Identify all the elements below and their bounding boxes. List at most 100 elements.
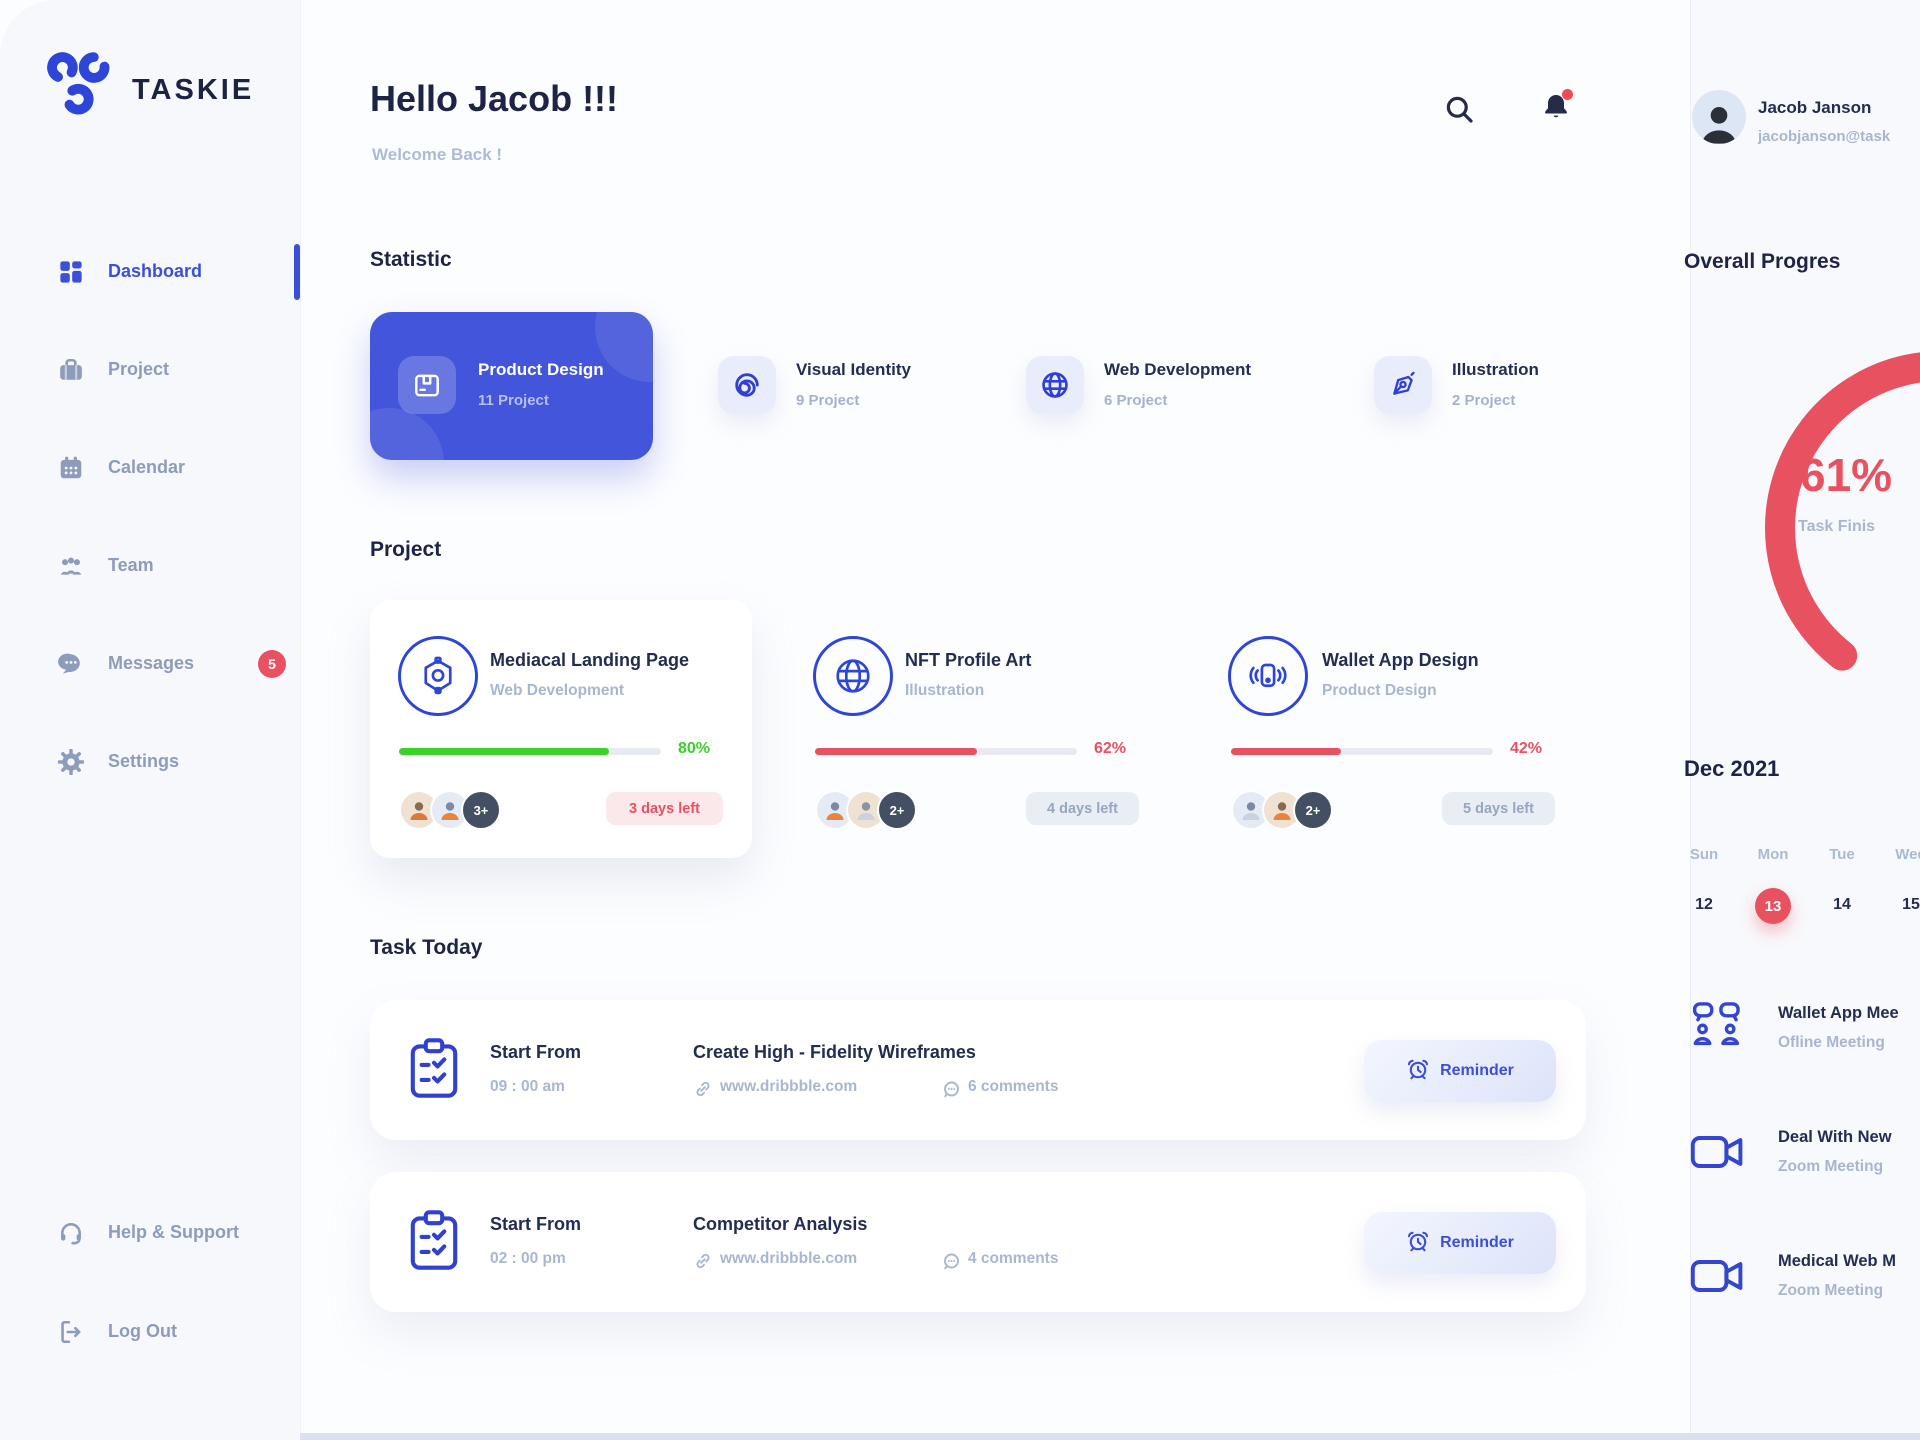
progress-label: 62% [1094, 740, 1127, 757]
sidebar-item-label: Help & Support [108, 1222, 239, 1242]
task-title: Create High - Fidelity Wireframes [693, 1042, 976, 1062]
calendar-day-header: Sun [1689, 846, 1719, 863]
sidebar-item-label: Calendar [108, 457, 186, 477]
right-panel [1690, 0, 1920, 1440]
progress-fill [1231, 748, 1342, 755]
sidebar-item-messages[interactable]: Messages 5 [0, 640, 300, 688]
progress-bar [399, 748, 661, 755]
stat-card-count: 11 Project [478, 392, 549, 409]
alarm-clock-icon [1406, 1229, 1430, 1258]
task-today-title: Task Today [370, 936, 483, 959]
task-title: Competitor Analysis [693, 1214, 868, 1234]
stat-card-count: 9 Project [796, 392, 860, 409]
sidebar-item-dashboard[interactable]: Dashboard [0, 244, 300, 300]
taskie-logo-icon [46, 50, 116, 120]
sidebar-item-logout[interactable]: Log Out [0, 1308, 300, 1356]
phone-vibrate-icon [1228, 636, 1308, 716]
reminder-label: Reminder [1440, 1062, 1514, 1079]
pen-nib-icon[interactable] [1374, 356, 1432, 414]
task-link[interactable]: www.dribbble.com [720, 1250, 858, 1267]
globe-icon [813, 636, 893, 716]
avatar [815, 790, 855, 830]
meeting-title[interactable]: Wallet App Mee [1778, 1004, 1899, 1022]
project-title: Mediacal Landing Page [490, 650, 690, 670]
hexagon-network-icon [398, 636, 478, 716]
meeting-type: Zoom Meeting [1778, 1282, 1884, 1299]
project-title: NFT Profile Art [905, 650, 1032, 670]
progress-label: 80% [678, 740, 711, 757]
team-icon [58, 553, 84, 579]
page-subtitle: Welcome Back ! [372, 145, 503, 164]
sidebar-item-calendar[interactable]: Calendar [0, 444, 300, 492]
member-avatars: 2+ [1231, 790, 1333, 830]
notification-dot [1562, 89, 1573, 100]
avatar-more-count: 3+ [461, 790, 501, 830]
meeting-title[interactable]: Deal With New [1778, 1128, 1892, 1146]
overall-progress-title: Overall Progres [1684, 250, 1841, 273]
sidebar: TASKIE Dashboard Project [0, 0, 301, 1440]
avatar-more-count: 2+ [877, 790, 917, 830]
project-category: Web Development [490, 682, 625, 699]
overall-progress-ring [1742, 328, 1920, 733]
meeting-title[interactable]: Medical Web M [1778, 1252, 1896, 1270]
calendar-date[interactable]: 15 [1902, 896, 1920, 913]
comment-icon [942, 1080, 961, 1104]
avatar-more-count: 2+ [1293, 790, 1333, 830]
progress-label: 42% [1510, 740, 1543, 757]
calendar-date[interactable]: 12 [1695, 896, 1713, 913]
meeting-type: Ofline Meeting [1778, 1034, 1885, 1051]
overall-progress-caption: Task Finis [1798, 518, 1876, 535]
reminder-button[interactable]: Reminder [1364, 1040, 1556, 1102]
profile-avatar[interactable] [1692, 90, 1746, 144]
notification-bell-icon[interactable] [1540, 89, 1573, 128]
task-time: 09 : 00 am [490, 1078, 565, 1095]
messages-badge: 5 [258, 650, 286, 678]
stat-card-label: Illustration [1452, 360, 1539, 379]
progress-fill [399, 748, 609, 755]
overall-progress-percent: 61% [1800, 449, 1893, 501]
people-meeting-icon [1690, 1000, 1744, 1055]
meeting-type: Zoom Meeting [1778, 1158, 1884, 1175]
sidebar-item-project[interactable]: Project [0, 346, 300, 394]
task-link[interactable]: www.dribbble.com [720, 1078, 858, 1095]
sidebar-item-settings[interactable]: Settings [0, 738, 300, 786]
stat-card-label: Product Design [478, 360, 604, 379]
globe-icon[interactable] [1026, 356, 1084, 414]
calendar-date-active[interactable]: 13 [1755, 888, 1791, 924]
link-icon [694, 1252, 712, 1275]
stat-card-label: Visual Identity [796, 360, 911, 379]
task-comments: 4 comments [968, 1250, 1059, 1267]
member-avatars: 2+ [815, 790, 917, 830]
profile-email: jacobjanson@task [1758, 128, 1891, 145]
project-category: Illustration [905, 682, 985, 699]
sidebar-item-team[interactable]: Team [0, 542, 300, 590]
member-avatars: 3+ [399, 790, 501, 830]
clipboard-icon [408, 1036, 460, 1107]
page-greeting: Hello Jacob !!! [370, 78, 619, 119]
task-comments: 6 comments [968, 1078, 1059, 1095]
reminder-label: Reminder [1440, 1234, 1514, 1251]
spiral-icon[interactable] [718, 356, 776, 414]
search-icon[interactable] [1443, 93, 1475, 130]
calendar-icon [58, 455, 84, 481]
stat-card-product-design[interactable]: Product Design 11 Project [370, 312, 653, 460]
sidebar-item-label: Project [108, 359, 170, 379]
progress-bar [1231, 748, 1493, 755]
statistic-title: Statistic [370, 248, 452, 271]
project-title: Wallet App Design [1322, 650, 1479, 670]
gear-icon [57, 748, 85, 776]
comment-icon [942, 1252, 961, 1276]
progress-fill [815, 748, 978, 755]
days-left-badge: 3 days left [606, 792, 723, 825]
video-camera-icon [1690, 1256, 1746, 1301]
sidebar-item-label: Dashboard [108, 261, 203, 281]
alarm-clock-icon [1406, 1057, 1430, 1086]
headset-icon [58, 1220, 84, 1246]
logo-text: TASKIE [132, 74, 255, 106]
logout-icon [58, 1319, 84, 1345]
reminder-button[interactable]: Reminder [1364, 1212, 1556, 1274]
bottom-edge-strip [300, 1433, 1920, 1440]
stat-card-label: Web Development [1104, 360, 1252, 379]
sidebar-item-help-support[interactable]: Help & Support [0, 1209, 300, 1257]
calendar-date[interactable]: 14 [1833, 896, 1851, 913]
